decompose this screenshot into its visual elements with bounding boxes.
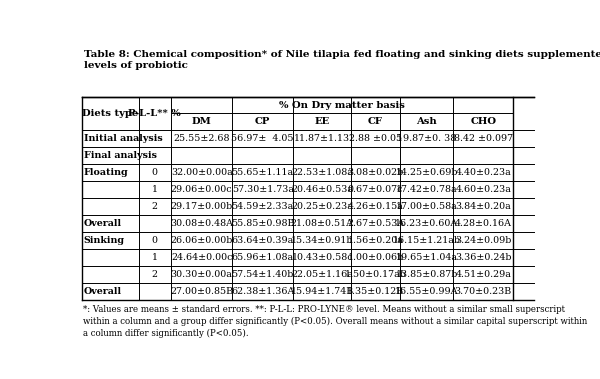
Text: 3.70±0.23B: 3.70±0.23B <box>455 287 512 296</box>
Text: 2.67±0.53A: 2.67±0.53A <box>347 219 404 228</box>
Text: Diets type: Diets type <box>82 109 139 118</box>
Text: 1.35±0.12B: 1.35±0.12B <box>347 287 404 296</box>
Text: Sinking: Sinking <box>84 236 125 245</box>
Text: 30.08±0.48A: 30.08±0.48A <box>170 219 233 228</box>
Text: 26.06±0.00b: 26.06±0.00b <box>170 236 233 245</box>
Text: 4.26±0.15a: 4.26±0.15a <box>347 202 404 211</box>
Text: 4.40±0.23a: 4.40±0.23a <box>455 168 511 177</box>
Text: 55.85±0.98B: 55.85±0.98B <box>231 219 295 228</box>
Text: Floating: Floating <box>84 168 128 177</box>
Text: 17.42±0.78a: 17.42±0.78a <box>396 185 458 194</box>
Text: 4.51±0.29a: 4.51±0.29a <box>455 270 511 279</box>
Text: 11.87±1.13: 11.87±1.13 <box>294 135 350 143</box>
Text: 29.06±0.00c: 29.06±0.00c <box>171 185 232 194</box>
Text: 27.00±0.85B: 27.00±0.85B <box>170 287 233 296</box>
Text: CP: CP <box>255 117 271 127</box>
Text: 1: 1 <box>152 253 158 262</box>
Text: 4.60±0.23a: 4.60±0.23a <box>455 185 511 194</box>
Text: 8.42 ±0.097: 8.42 ±0.097 <box>454 135 513 143</box>
Text: Overall: Overall <box>84 287 122 296</box>
Text: 16.55±0.99A: 16.55±0.99A <box>395 287 458 296</box>
Text: 15.34±0.91b: 15.34±0.91b <box>291 236 353 245</box>
Text: 19.87±0. 38: 19.87±0. 38 <box>397 135 457 143</box>
Text: 57.30±1.73a: 57.30±1.73a <box>232 185 294 194</box>
Text: 55.65±1.11a: 55.65±1.11a <box>232 168 294 177</box>
Text: 22.05±1.16a: 22.05±1.16a <box>291 270 353 279</box>
Text: 63.64±0.39a: 63.64±0.39a <box>232 236 294 245</box>
Text: 16.23±0.60A: 16.23±0.60A <box>395 219 458 228</box>
Text: P-L-L** %: P-L-L** % <box>128 109 181 118</box>
Text: 19.65±1.04a: 19.65±1.04a <box>396 253 458 262</box>
Text: Overall: Overall <box>84 219 122 228</box>
Text: 15.94±1.74B: 15.94±1.74B <box>290 287 354 296</box>
Text: 3.84±0.20a: 3.84±0.20a <box>455 202 511 211</box>
Text: 1.00±0.06b: 1.00±0.06b <box>347 253 404 262</box>
Text: 1.50±0.17ab: 1.50±0.17ab <box>344 270 407 279</box>
Text: 2: 2 <box>152 202 158 211</box>
Text: Initial analysis: Initial analysis <box>84 135 163 143</box>
Text: 65.96±1.08a: 65.96±1.08a <box>232 253 294 262</box>
Text: Ash: Ash <box>416 117 437 127</box>
Text: 22.53±1.08a: 22.53±1.08a <box>291 168 353 177</box>
Text: EE: EE <box>314 117 330 127</box>
Text: 1: 1 <box>152 185 158 194</box>
Text: 16.15±1.21ab: 16.15±1.21ab <box>393 236 461 245</box>
Text: Final analysis: Final analysis <box>84 151 157 160</box>
Text: CF: CF <box>368 117 383 127</box>
Text: 2: 2 <box>152 270 158 279</box>
Text: 3.36±0.24b: 3.36±0.24b <box>455 253 512 262</box>
Text: 56.97±  4.05: 56.97± 4.05 <box>232 135 294 143</box>
Text: 20.25±0.23a: 20.25±0.23a <box>291 202 353 211</box>
Text: 0: 0 <box>152 236 158 245</box>
Text: 1.56±0.20a: 1.56±0.20a <box>347 236 404 245</box>
Text: % On Dry matter basis: % On Dry matter basis <box>279 100 405 110</box>
Text: 21.08±0.51A: 21.08±0.51A <box>291 219 354 228</box>
Text: 3.08±0.02b: 3.08±0.02b <box>347 168 404 177</box>
Text: 62.38±1.36A: 62.38±1.36A <box>231 287 295 296</box>
Text: 20.46±0.53a: 20.46±0.53a <box>291 185 353 194</box>
Text: 13.85±0.87b: 13.85±0.87b <box>395 270 458 279</box>
Text: 32.00±0.00a: 32.00±0.00a <box>171 168 233 177</box>
Text: CHO: CHO <box>470 117 496 127</box>
Text: DM: DM <box>192 117 212 127</box>
Text: 24.64±0.00c: 24.64±0.00c <box>171 253 232 262</box>
Text: 30.30±0.00a: 30.30±0.00a <box>171 270 233 279</box>
Text: 29.17±0.00b: 29.17±0.00b <box>170 202 233 211</box>
Text: 4.28±0.16A: 4.28±0.16A <box>455 219 512 228</box>
Text: 3.24±0.09b: 3.24±0.09b <box>455 236 511 245</box>
Text: 25.55±2.68: 25.55±2.68 <box>173 135 230 143</box>
Text: 0.67±0.07c: 0.67±0.07c <box>348 185 403 194</box>
Text: 54.59±2.33a: 54.59±2.33a <box>232 202 294 211</box>
Text: 2.88 ±0.05: 2.88 ±0.05 <box>349 135 402 143</box>
Text: 14.25±0.69b: 14.25±0.69b <box>395 168 458 177</box>
Text: 0: 0 <box>152 168 158 177</box>
Text: *: Values are means ± standard errors. **: P-L-L: PRO-LYNE® level. Means without: *: Values are means ± standard errors. *… <box>83 305 587 338</box>
Text: Table 8: Chemical composition* of Nile tilapia fed floating and sinking diets su: Table 8: Chemical composition* of Nile t… <box>84 50 600 70</box>
Text: 10.43±0.58c: 10.43±0.58c <box>292 253 353 262</box>
Text: 57.54±1.40b: 57.54±1.40b <box>232 270 294 279</box>
Text: 17.00±0.58a: 17.00±0.58a <box>396 202 458 211</box>
